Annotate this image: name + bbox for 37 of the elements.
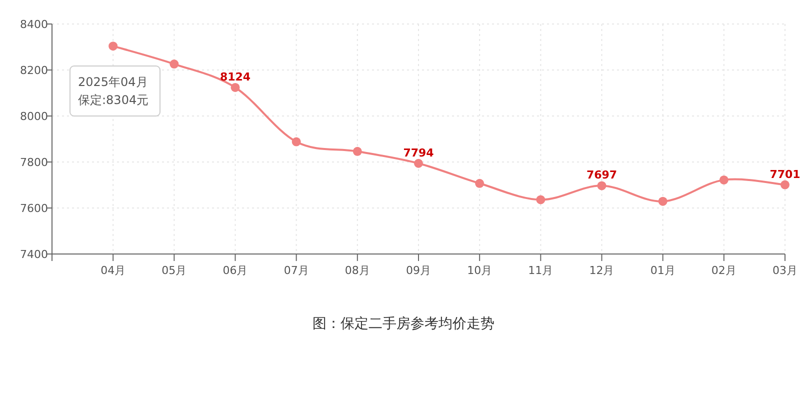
y-tick-label: 7600 xyxy=(20,202,48,215)
x-tick-label: 05月 xyxy=(162,264,187,277)
data-label: 8124 xyxy=(220,70,251,84)
point xyxy=(230,82,240,92)
point xyxy=(352,146,362,156)
point xyxy=(597,181,606,190)
y-tick-label: 8400 xyxy=(20,18,48,31)
x-tick-label: 04月 xyxy=(100,264,126,277)
x-tick-label: 02月 xyxy=(711,264,736,277)
point xyxy=(536,195,546,204)
data-label: 7701 xyxy=(770,168,800,181)
x-tick-label: 03月 xyxy=(772,264,798,277)
y-tick-label: 8000 xyxy=(20,110,48,123)
point xyxy=(719,175,728,184)
point xyxy=(414,158,423,168)
x-tick-label: 08月 xyxy=(344,264,370,277)
x-tick-label: 12月 xyxy=(589,264,614,277)
point xyxy=(292,137,301,146)
data-label: 7794 xyxy=(403,146,434,160)
x-tick-label: 01月 xyxy=(650,264,676,277)
point xyxy=(170,60,179,69)
annotation: 2025年04月 xyxy=(78,75,148,89)
x-tick-label: 07月 xyxy=(284,264,309,277)
x-tick-label: 11月 xyxy=(528,264,554,277)
y-tick-label: 7400 xyxy=(20,248,48,261)
point xyxy=(658,196,668,206)
data-label: 7697 xyxy=(586,168,618,182)
point xyxy=(108,42,118,51)
annotation: 保定:8304元 xyxy=(78,93,149,107)
x-tick-label: 10月 xyxy=(467,264,492,277)
x-tick-label: 06月 xyxy=(222,264,248,277)
x-tick-label: 09月 xyxy=(406,264,431,277)
point xyxy=(475,178,484,188)
y-tick-label: 7800 xyxy=(20,156,48,169)
y-tick-label: 8200 xyxy=(20,64,48,77)
text: 图：保定二手房参考均价走势 xyxy=(312,316,494,332)
point xyxy=(780,180,790,190)
